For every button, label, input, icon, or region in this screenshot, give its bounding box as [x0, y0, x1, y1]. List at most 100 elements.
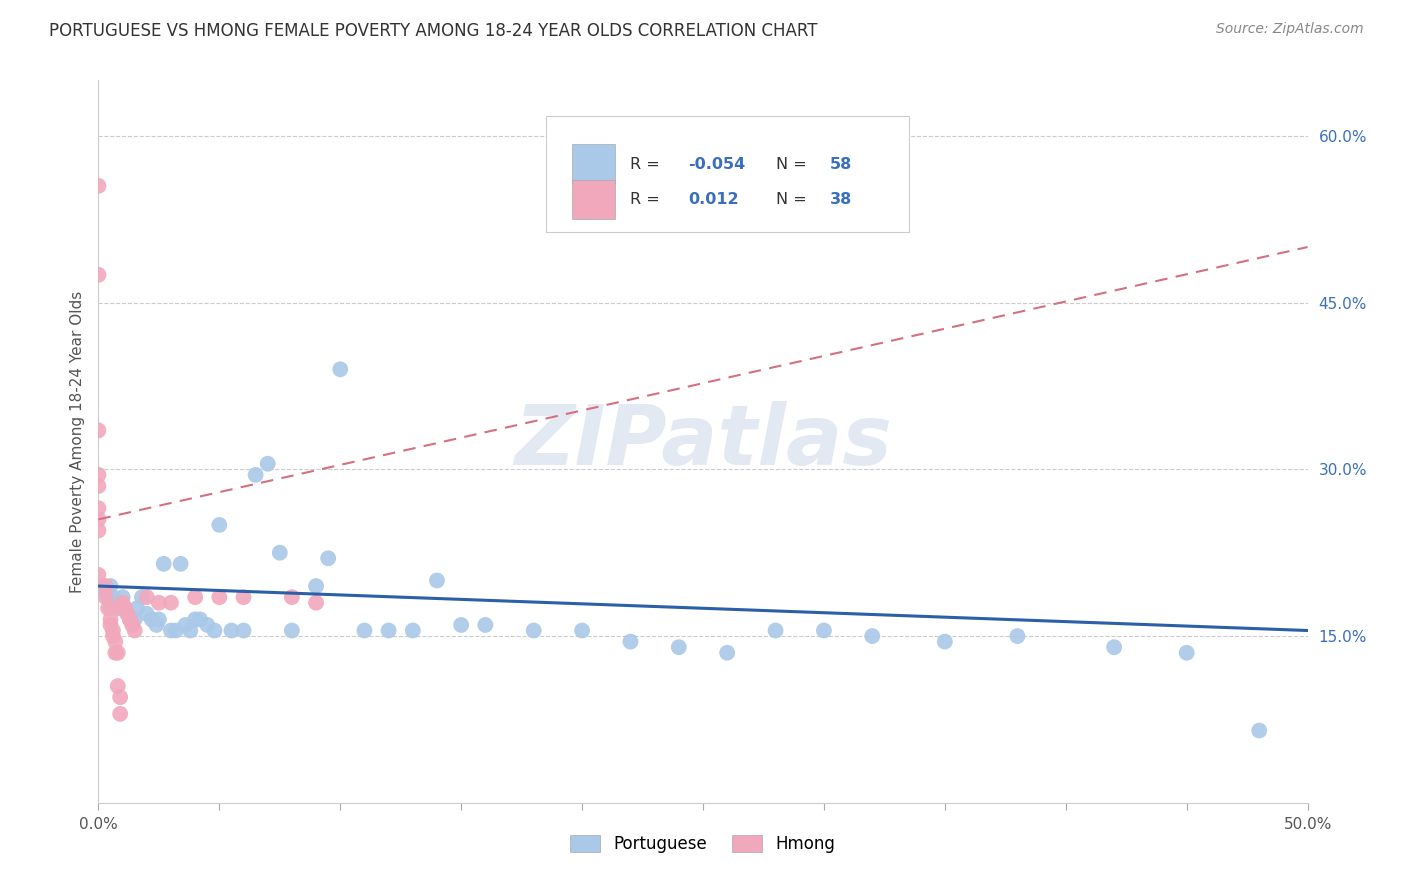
Point: [124, 612, 146, 626]
Point: [104, 646, 127, 660]
Point: [107, 601, 129, 615]
Y-axis label: Female Poverty Among 18-24 Year Olds: Female Poverty Among 18-24 Year Olds: [69, 291, 84, 592]
Point: [221, 624, 243, 638]
Point: [523, 624, 546, 638]
Legend: Portuguese, Hmong: Portuguese, Hmong: [564, 828, 842, 860]
Point: [108, 706, 131, 721]
Point: [184, 612, 207, 626]
Point: [281, 624, 304, 638]
Point: [97, 601, 120, 615]
Point: [114, 601, 136, 615]
Point: [127, 601, 149, 615]
Point: [118, 612, 141, 626]
Point: [111, 590, 134, 604]
Bar: [572, 145, 614, 184]
Point: [108, 690, 131, 705]
Point: [281, 590, 304, 604]
Text: N =: N =: [776, 157, 811, 171]
Point: [179, 624, 201, 638]
Point: [121, 618, 143, 632]
Point: [450, 618, 472, 632]
Point: [1175, 646, 1198, 660]
Point: [245, 467, 267, 482]
Point: [316, 551, 339, 566]
Point: [256, 457, 278, 471]
Point: [1007, 629, 1029, 643]
Text: Source: ZipAtlas.com: Source: ZipAtlas.com: [1216, 22, 1364, 37]
Point: [100, 579, 122, 593]
Point: [104, 596, 127, 610]
Point: [87, 268, 110, 282]
Point: [101, 629, 124, 643]
Point: [619, 634, 641, 648]
Text: ZIPatlas: ZIPatlas: [515, 401, 891, 482]
Point: [91, 579, 114, 593]
Text: 0.012: 0.012: [689, 192, 740, 207]
Point: [152, 557, 174, 571]
Point: [160, 624, 183, 638]
Point: [87, 424, 110, 438]
Point: [94, 590, 117, 604]
Point: [94, 584, 117, 599]
Point: [107, 646, 129, 660]
Point: [100, 612, 122, 626]
Point: [195, 618, 218, 632]
Point: [716, 646, 738, 660]
Point: [402, 624, 425, 638]
Point: [188, 612, 211, 626]
Point: [1102, 640, 1125, 655]
Point: [131, 590, 153, 604]
Point: [571, 624, 593, 638]
Point: [87, 178, 110, 193]
Point: [1249, 723, 1271, 738]
Text: R =: R =: [630, 192, 665, 207]
Point: [934, 634, 956, 648]
Point: [184, 590, 207, 604]
Point: [474, 618, 496, 632]
Point: [169, 557, 191, 571]
Point: [94, 579, 117, 593]
Point: [232, 590, 254, 604]
Point: [118, 612, 141, 626]
Point: [100, 618, 122, 632]
Point: [104, 634, 127, 648]
Text: 38: 38: [830, 192, 852, 207]
Point: [100, 601, 122, 615]
Point: [101, 590, 124, 604]
Point: [329, 362, 352, 376]
Point: [87, 467, 110, 482]
Point: [101, 624, 124, 638]
Point: [208, 590, 231, 604]
Point: [107, 679, 129, 693]
Point: [114, 601, 136, 615]
Point: [135, 590, 157, 604]
Point: [87, 524, 110, 538]
Point: [148, 612, 170, 626]
Text: -0.054: -0.054: [689, 157, 745, 171]
Point: [87, 512, 110, 526]
Point: [426, 574, 449, 588]
Point: [269, 546, 291, 560]
Point: [87, 501, 110, 516]
Point: [353, 624, 375, 638]
Point: [668, 640, 690, 655]
Point: [87, 479, 110, 493]
Point: [117, 607, 139, 621]
Text: 58: 58: [830, 157, 852, 171]
Point: [124, 624, 146, 638]
Point: [117, 607, 139, 621]
Text: N =: N =: [776, 192, 811, 207]
Point: [208, 517, 231, 532]
Text: R =: R =: [630, 157, 665, 171]
FancyBboxPatch shape: [546, 116, 908, 232]
Point: [148, 596, 170, 610]
Point: [97, 590, 120, 604]
Point: [232, 624, 254, 638]
Point: [145, 618, 167, 632]
Point: [87, 568, 110, 582]
Point: [377, 624, 399, 638]
Point: [108, 601, 131, 615]
Point: [160, 596, 183, 610]
Point: [111, 601, 134, 615]
Point: [174, 618, 197, 632]
